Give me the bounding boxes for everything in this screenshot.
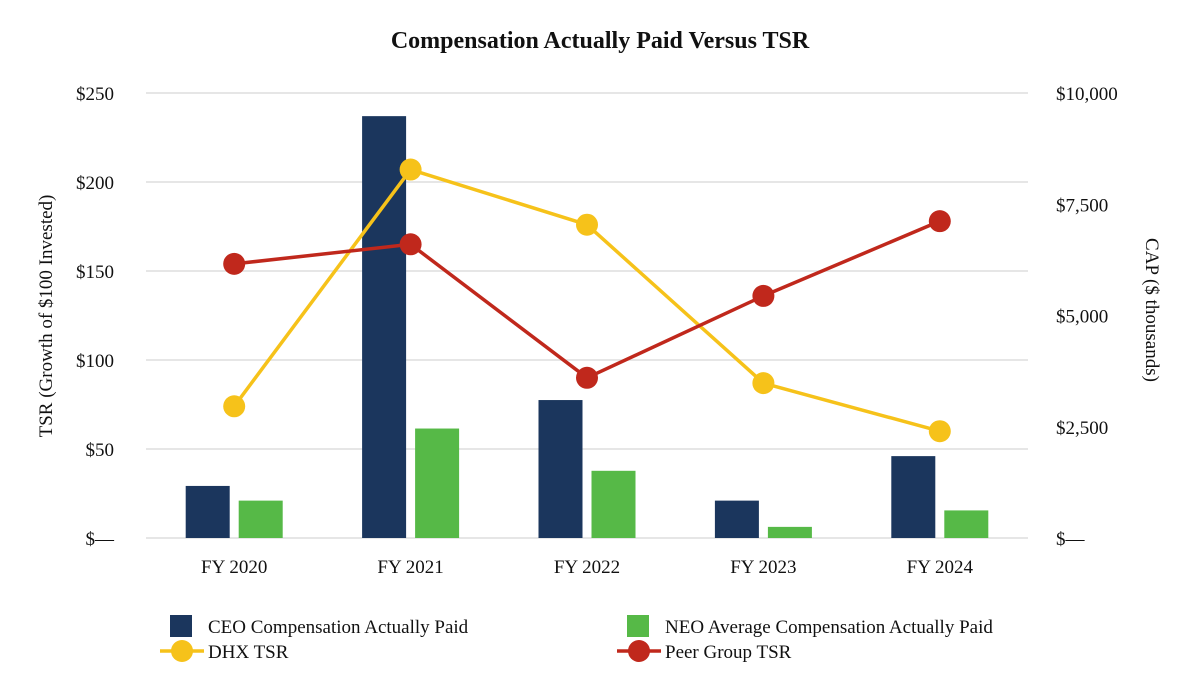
legend-marker-dhx-tsr	[171, 640, 193, 662]
neo-average-compensation-actually-paid-bar	[591, 470, 636, 538]
dhx-tsr-point	[928, 420, 951, 443]
legend-label-dhx-tsr: DHX TSR	[208, 642, 289, 663]
legend-label-neo-average-compensation-actually-paid: NEO Average Compensation Actually Paid	[665, 617, 993, 638]
dhx-tsr-line	[232, 167, 941, 433]
left-tick-label: $—	[86, 529, 116, 550]
bars	[185, 116, 989, 538]
right-tick-label: $10,000	[1056, 84, 1118, 105]
peer-group-tsr-point	[223, 252, 246, 275]
peer-group-tsr-point	[576, 366, 598, 389]
dhx-tsr-point	[399, 158, 422, 181]
ceo-compensation-actually-paid-bar	[891, 456, 936, 538]
right-tick-label: $2,500	[1056, 418, 1108, 439]
legend-swatch-neo-average-compensation-actually-paid	[627, 615, 649, 637]
right-axis-title: CAP ($ thousands)	[1141, 238, 1162, 382]
x-tick-label: FY 2020	[201, 557, 267, 578]
dhx-tsr-point	[752, 372, 775, 395]
legend-swatch-ceo-compensation-actually-paid	[170, 615, 192, 637]
peer-group-tsr-line	[234, 219, 941, 380]
x-tick-label: FY 2022	[554, 557, 620, 578]
peer-group-tsr-point	[928, 210, 951, 233]
lines	[223, 158, 951, 443]
right-tick-label: $7,500	[1056, 195, 1108, 216]
x-tick-label: FY 2023	[730, 557, 796, 578]
ceo-compensation-actually-paid-bar	[185, 485, 230, 538]
left-axis-title: TSR (Growth of $100 Invested)	[36, 195, 57, 438]
x-tick-label: FY 2024	[907, 557, 974, 578]
neo-average-compensation-actually-paid-bar	[944, 510, 989, 538]
peer-group-tsr-point	[752, 284, 775, 307]
ceo-compensation-actually-paid-bar	[362, 116, 407, 538]
right-tick-label: $5,000	[1056, 307, 1108, 328]
legend-label-peer-group-tsr: Peer Group TSR	[665, 642, 792, 663]
legend: CEO Compensation Actually Paid NEO Averag…	[160, 615, 993, 663]
dhx-tsr-point	[223, 395, 246, 418]
left-tick-label: $250	[76, 84, 114, 105]
right-tick-label: $—	[1056, 529, 1086, 550]
legend-marker-peer-group-tsr	[628, 640, 650, 662]
left-tick-label: $200	[76, 173, 114, 194]
gridlines	[146, 92, 1028, 539]
ceo-compensation-actually-paid-bar	[714, 500, 759, 538]
peer-group-tsr-point	[399, 233, 422, 256]
dhx-tsr-point	[576, 213, 598, 236]
left-tick-label: $100	[76, 351, 114, 372]
chart-title: Compensation Actually Paid Versus TSR	[391, 28, 810, 54]
neo-average-compensation-actually-paid-bar	[238, 500, 283, 538]
x-tick-label: FY 2021	[377, 557, 443, 578]
ceo-compensation-actually-paid-bar	[538, 400, 583, 538]
axes: $— $50 $100 $150 $200 $250 $— $2,500 $5,000 $7,50…	[76, 84, 1118, 578]
neo-average-compensation-actually-paid-bar	[767, 526, 812, 538]
legend-label-ceo-compensation-actually-paid: CEO Compensation Actually Paid	[208, 617, 469, 638]
left-tick-label: $150	[76, 262, 114, 283]
neo-average-compensation-actually-paid-bar	[415, 428, 460, 538]
left-tick-label: $50	[86, 440, 115, 461]
